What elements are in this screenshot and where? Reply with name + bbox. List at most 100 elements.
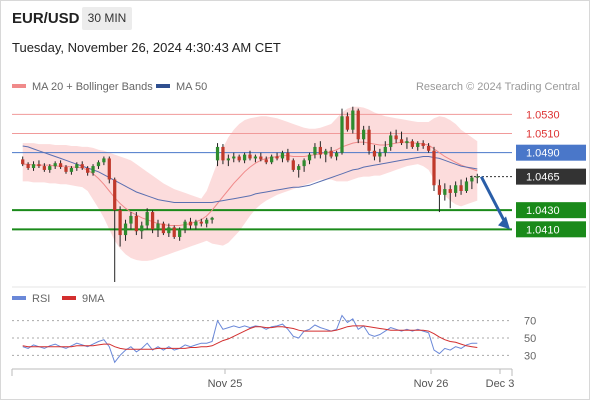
candle-body xyxy=(437,185,442,195)
support-price-tag xyxy=(516,202,586,219)
candle-body xyxy=(26,164,30,169)
rsi-tick-label: 70 xyxy=(524,316,536,328)
candle-body xyxy=(86,168,90,173)
candle-body xyxy=(280,152,285,159)
rsi-line xyxy=(22,314,478,364)
symbol-title: EUR/USD xyxy=(12,10,80,27)
candle-body xyxy=(454,185,458,193)
x-tick-label: Nov 26 xyxy=(414,378,449,390)
candle-body xyxy=(232,156,236,159)
forecast-arrow-shaft xyxy=(479,175,508,226)
candle-body xyxy=(113,179,117,211)
legend-label: MA 50 xyxy=(176,81,207,93)
candle-body xyxy=(118,210,122,236)
candle-body xyxy=(448,189,452,193)
candle-body xyxy=(383,146,387,153)
timeframe-button[interactable]: 30 MIN xyxy=(82,7,132,30)
credit-text: Research © 2024 Trading Central xyxy=(416,81,580,93)
candle-body xyxy=(421,143,425,146)
candle-body xyxy=(426,145,431,151)
candle-body xyxy=(96,162,101,167)
candle-body xyxy=(367,129,371,151)
candle-body xyxy=(378,152,382,157)
rsi-tick-label: 50 xyxy=(524,333,536,345)
rsi-tick-label: 30 xyxy=(524,350,536,362)
candle-body xyxy=(226,158,230,161)
candle-body xyxy=(145,212,149,226)
candle-body xyxy=(178,229,182,237)
forecast-arrow-head xyxy=(498,216,510,230)
last-price-tag xyxy=(516,168,586,185)
legend-label: MA 20 + Bollinger Bands xyxy=(32,81,153,93)
candle-body xyxy=(464,181,469,191)
candle-body xyxy=(443,189,447,195)
candle-body xyxy=(199,221,203,224)
candle-body xyxy=(129,215,133,224)
candle-body xyxy=(237,156,241,161)
candle-body xyxy=(31,164,36,169)
bollinger-band xyxy=(22,106,478,261)
last-price-label: 1.0465 xyxy=(526,172,560,184)
candle-body xyxy=(91,166,95,173)
candle-body xyxy=(210,217,214,220)
rsi-swatch xyxy=(12,296,26,300)
legend-swatch xyxy=(156,84,170,88)
candle-body xyxy=(351,110,355,130)
candle-body xyxy=(102,158,106,163)
candle-body xyxy=(340,116,344,153)
support-price-tag xyxy=(516,221,586,238)
candle-body xyxy=(183,221,187,230)
rsi-ma-legend-label: 9MA xyxy=(82,293,105,305)
pivot-price-tag xyxy=(516,144,586,161)
candle-body xyxy=(75,164,79,169)
candle-body xyxy=(140,225,144,232)
candle-body xyxy=(334,152,339,157)
candle-body xyxy=(156,223,160,230)
candle-body xyxy=(475,176,479,178)
candle-body xyxy=(42,166,46,170)
candle-body xyxy=(405,141,409,144)
candle-body xyxy=(107,158,111,180)
candle-body xyxy=(302,160,306,167)
pivot-price-label: 1.0490 xyxy=(526,148,560,160)
candle-body xyxy=(345,116,350,130)
candle-body xyxy=(58,163,63,168)
candle-body xyxy=(161,223,166,234)
candle-body xyxy=(167,227,171,234)
candle-body xyxy=(470,177,474,182)
candle-body xyxy=(221,146,225,161)
candle-body xyxy=(270,156,274,163)
candle-body xyxy=(188,221,193,226)
resistance-price-label: 1.0530 xyxy=(526,109,560,121)
candle-body xyxy=(264,159,268,163)
candle-body xyxy=(356,110,360,140)
candle-body xyxy=(372,150,377,157)
rsi-legend: RSI 9MA xyxy=(12,293,105,305)
support-price-label: 1.0430 xyxy=(526,205,560,217)
ma50-line xyxy=(22,145,478,203)
legend: MA 20 + Bollinger Bands MA 50 Research © 2… xyxy=(12,81,580,93)
candle-body xyxy=(37,164,41,167)
candle-body xyxy=(416,143,420,147)
candle-body xyxy=(318,146,322,155)
candle-body xyxy=(172,227,176,237)
candle-body xyxy=(64,167,68,172)
x-tick-label: Dec 3 xyxy=(486,378,515,390)
legend-swatch xyxy=(12,84,26,88)
candle-body xyxy=(48,166,52,170)
candle-body xyxy=(69,168,74,172)
candle-body xyxy=(394,135,398,140)
candle-body xyxy=(194,221,198,226)
candle-body xyxy=(307,154,312,161)
candle-body xyxy=(242,154,247,161)
resistance-price-label: 1.0510 xyxy=(526,129,560,141)
rsi-ma-line xyxy=(22,325,478,350)
candle-body xyxy=(286,152,290,161)
candle-body xyxy=(21,159,25,165)
candle-body xyxy=(313,146,317,155)
candle-body xyxy=(215,146,220,161)
candle-body xyxy=(150,212,155,230)
candle-body xyxy=(205,219,209,224)
